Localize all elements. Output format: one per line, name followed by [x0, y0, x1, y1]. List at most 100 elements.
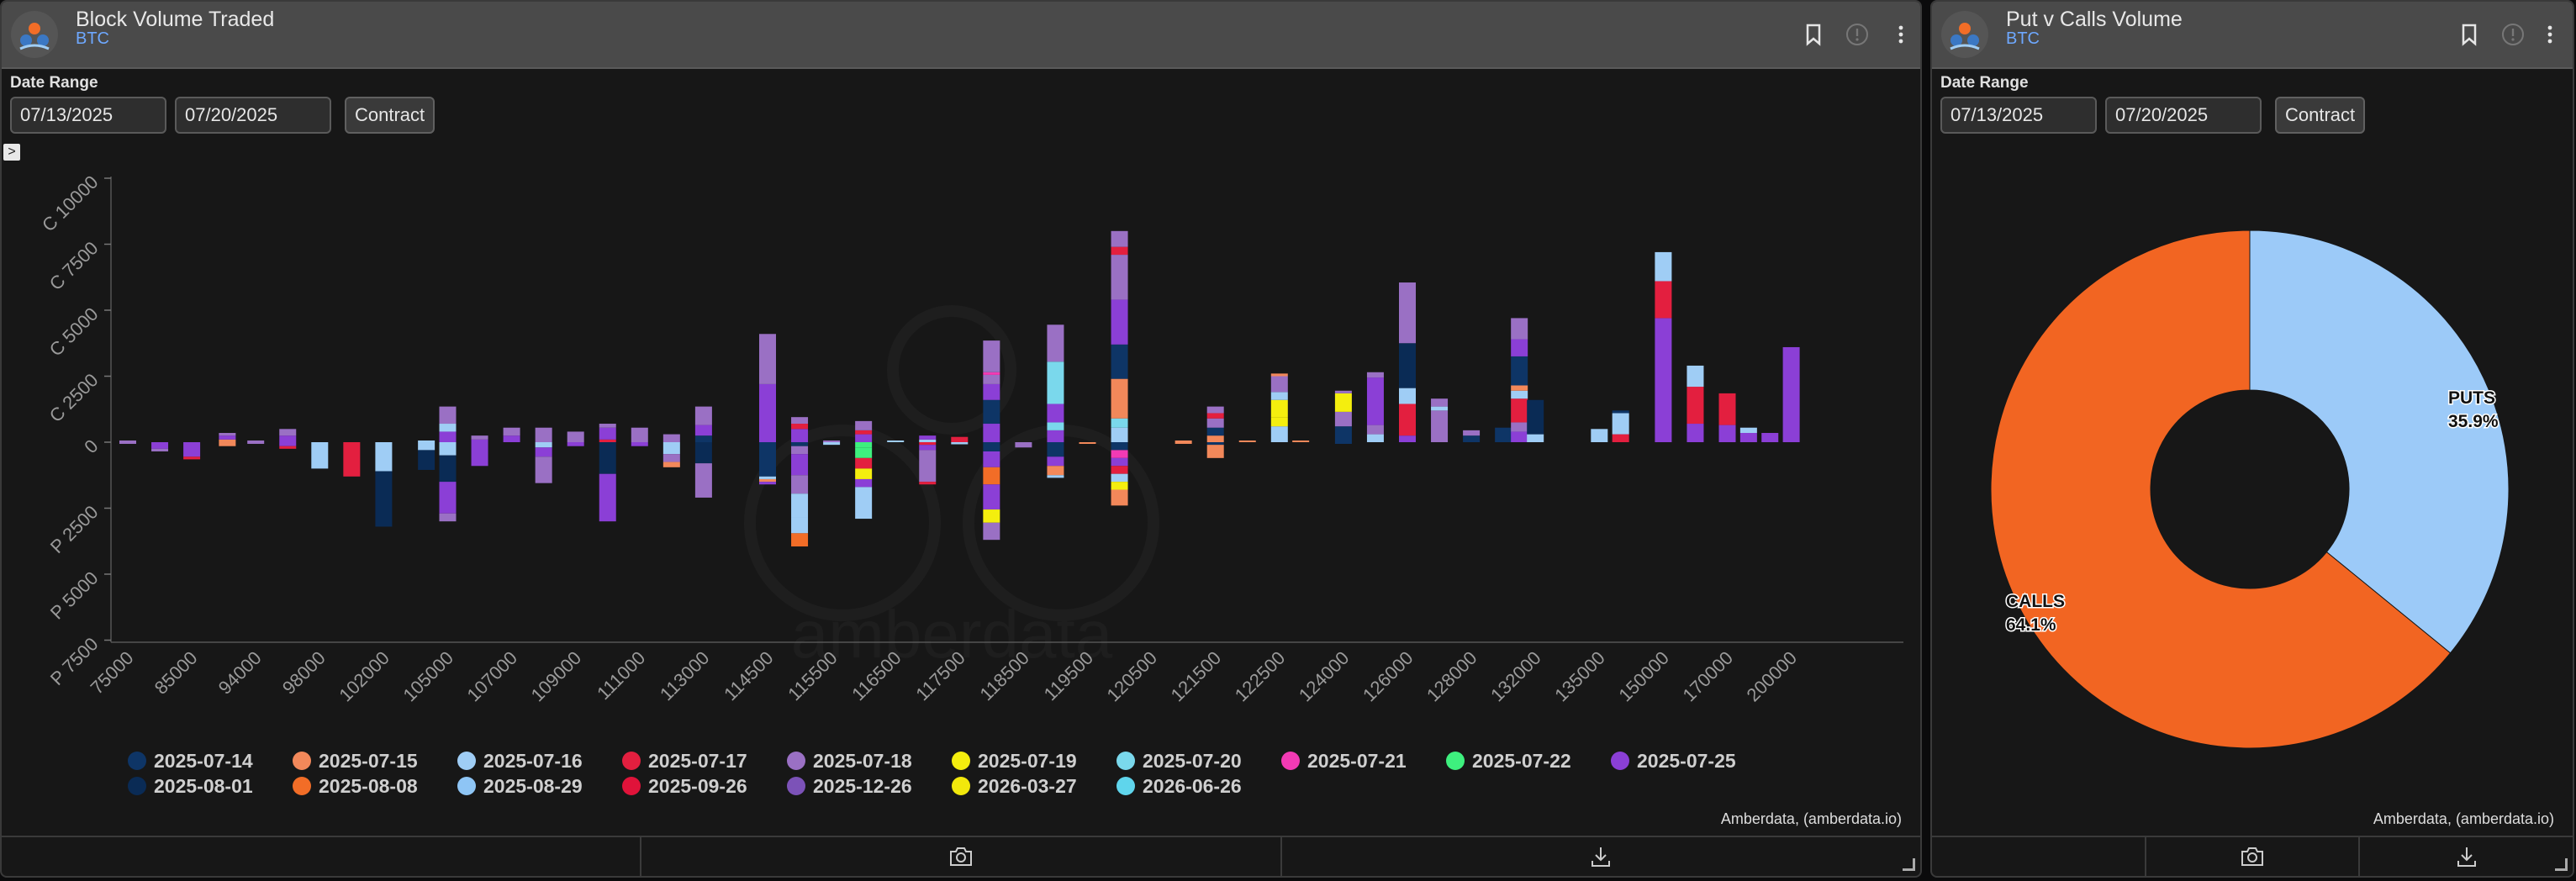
- bar-segment-128000-call-2025-07-18[interactable]: [1463, 430, 1481, 436]
- bar-segment-126000-call-2025-07-18[interactable]: [1399, 282, 1416, 344]
- legend-item-2025-07-14[interactable]: 2025-07-14: [128, 748, 293, 773]
- bar-segment-85000-put-2025-07-17[interactable]: [183, 456, 201, 460]
- bar-segment-119000-call-2025-07-20[interactable]: [1047, 361, 1064, 404]
- bar-segment-118000-call-2025-07-18[interactable]: [983, 374, 1000, 384]
- bar-segment-131000-call-2025-07-18[interactable]: [1511, 318, 1528, 340]
- bar-segment-100000-put-2025-07-17[interactable]: [343, 442, 361, 477]
- bar-segment-121500-put-2025-07-14[interactable]: [1206, 442, 1224, 446]
- bar-segment-118000-call-2025-07-18[interactable]: [983, 340, 1000, 372]
- bar-segment-80000-put-2025-07-18[interactable]: [151, 448, 169, 451]
- bar-segment-115000-put-2025-07-14[interactable]: [791, 442, 809, 446]
- donut-slice-puts[interactable]: [2249, 229, 2510, 654]
- bar-segment-90000-call-2025-07-15[interactable]: [219, 439, 236, 442]
- bar-segment-118000-put-2025-08-08[interactable]: [983, 467, 1000, 485]
- download-button[interactable]: [1282, 837, 1920, 876]
- bar-segment-119000-put-2025-07-14[interactable]: [1047, 442, 1064, 457]
- bar-segment-121500-put-2025-07-15[interactable]: [1206, 445, 1224, 458]
- bar-segment-125000-call-2025-07-18[interactable]: [1366, 372, 1384, 378]
- bar-segment-160000-call-2025-07-17[interactable]: [1687, 387, 1704, 425]
- bar-segment-130000-call-2025-07-14[interactable]: [1495, 427, 1512, 442]
- start-date-input[interactable]: [1940, 97, 2097, 134]
- snapshot-button[interactable]: [2146, 837, 2361, 876]
- bookmark-icon[interactable]: [2457, 22, 2482, 47]
- bar-segment-108000-put-2025-07-16[interactable]: [535, 442, 552, 448]
- bar-segment-121500-call-2025-07-15[interactable]: [1206, 435, 1224, 442]
- bar-segment-127000-call-2025-07-18[interactable]: [1431, 398, 1449, 407]
- bar-segment-116000-put-2025-07-19[interactable]: [855, 468, 873, 479]
- legend-item-2025-12-26[interactable]: 2025-12-26: [787, 773, 952, 799]
- bar-segment-113000-call-2025-07-18[interactable]: [694, 406, 712, 425]
- bar-segment-109000-call-2025-07-18[interactable]: [567, 431, 584, 442]
- bar-segment-118000-call-2025-07-14[interactable]: [983, 399, 1000, 425]
- bar-segment-122500-call-2025-07-15[interactable]: [1270, 373, 1288, 377]
- bar-segment-105000-call-2025-07-25[interactable]: [439, 431, 457, 442]
- bar-segment-114500-call-2025-07-25[interactable]: [759, 383, 776, 442]
- bar-segment-104000-put-2025-07-16[interactable]: [418, 442, 435, 451]
- bar-segment-114500-put-2025-07-25[interactable]: [759, 482, 776, 485]
- bar-segment-115500-put-2025-07-16[interactable]: [823, 442, 841, 446]
- bar-segment-112000-put-2025-07-18[interactable]: [662, 454, 680, 462]
- bar-segment-102000-put-2025-08-01[interactable]: [375, 471, 393, 527]
- bar-segment-118000-call-2025-07-21[interactable]: [983, 372, 1000, 375]
- bar-segment-131000-call-2025-07-17[interactable]: [1511, 398, 1528, 423]
- bar-segment-190000-call-2025-07-25[interactable]: [1761, 433, 1779, 442]
- bar-segment-120000-put-2025-07-17[interactable]: [1111, 466, 1128, 474]
- bar-segment-115000-put-2025-07-18[interactable]: [791, 475, 809, 494]
- resize-handle[interactable]: [2555, 858, 2568, 871]
- bar-segment-121500-call-2025-07-14[interactable]: [1206, 427, 1224, 436]
- bar-segment-121500-call-2025-07-18[interactable]: [1206, 418, 1224, 428]
- bar-segment-116000-put-2025-07-25[interactable]: [855, 478, 873, 488]
- bar-segment-105000-call-2025-07-16[interactable]: [439, 424, 457, 432]
- bar-segment-116000-call-2025-07-17[interactable]: [855, 430, 873, 435]
- bar-segment-124000-call-2025-07-19[interactable]: [1334, 393, 1352, 412]
- bar-segment-105000-put-2025-07-16[interactable]: [439, 442, 457, 456]
- bar-segment-107000-call-2025-07-25[interactable]: [503, 435, 520, 442]
- snapshot-button[interactable]: [641, 837, 1282, 876]
- bar-segment-105000-put-2025-07-18[interactable]: [439, 513, 457, 522]
- bar-segment-111000-put-2025-07-25[interactable]: [631, 442, 648, 446]
- bar-segment-90000-put-2025-07-15[interactable]: [219, 442, 236, 446]
- bar-segment-119000-put-2025-07-15[interactable]: [1047, 466, 1064, 476]
- bar-segment-124000-call-2025-07-14[interactable]: [1334, 426, 1352, 442]
- contract-button[interactable]: Contract: [345, 97, 435, 134]
- bar-segment-180000-call-2025-07-25[interactable]: [1739, 433, 1757, 442]
- bar-segment-112000-call-2025-07-18[interactable]: [662, 434, 680, 442]
- resize-handle[interactable]: [1903, 858, 1915, 871]
- bar-segment-104000-call-2025-07-16[interactable]: [418, 440, 435, 442]
- more-vert-icon[interactable]: [1888, 22, 1914, 47]
- bar-segment-119000-put-2025-07-16[interactable]: [1047, 475, 1064, 478]
- bar-segment-121000-put-2025-07-15[interactable]: [1175, 442, 1192, 444]
- bar-segment-115000-call-2025-07-18[interactable]: [791, 417, 809, 425]
- bar-segment-116000-put-2025-07-22[interactable]: [855, 442, 873, 448]
- bar-segment-118000-put-2025-07-25[interactable]: [983, 484, 1000, 510]
- bar-segment-119000-call-2025-07-25[interactable]: [1047, 404, 1064, 423]
- bar-segment-118000-put-2025-07-18[interactable]: [983, 522, 1000, 541]
- bar-segment-119000-put-2025-07-25[interactable]: [1047, 456, 1064, 467]
- bar-segment-180000-call-2025-07-16[interactable]: [1739, 427, 1757, 434]
- bar-segment-109000-put-2025-07-25[interactable]: [567, 442, 584, 446]
- start-date-input[interactable]: [10, 97, 166, 134]
- bar-segment-106000-call-2025-07-25[interactable]: [471, 439, 488, 442]
- legend-item-2025-07-22[interactable]: 2025-07-22: [1446, 748, 1611, 773]
- bar-segment-110000-put-2025-07-25[interactable]: [599, 473, 616, 522]
- bar-segment-121000-call-2025-07-15[interactable]: [1175, 440, 1192, 442]
- bar-segment-102000-put-2025-07-16[interactable]: [375, 442, 393, 472]
- legend-item-2025-07-17[interactable]: 2025-07-17: [622, 748, 787, 773]
- bar-segment-140000-call-2025-07-16[interactable]: [1612, 413, 1629, 435]
- legend-item-2025-08-29[interactable]: 2025-08-29: [457, 773, 622, 799]
- legend-item-2026-06-26[interactable]: 2026-06-26: [1116, 773, 1281, 799]
- bar-segment-104000-put-2025-08-01[interactable]: [418, 450, 435, 470]
- bar-segment-119000-call-2025-07-25[interactable]: [1047, 430, 1064, 442]
- bar-segment-118000-put-2025-07-19[interactable]: [983, 509, 1000, 523]
- bar-segment-122500-call-2025-07-16[interactable]: [1270, 426, 1288, 442]
- bar-segment-131000-call-2025-07-16[interactable]: [1511, 390, 1528, 399]
- bar-segment-127000-call-2025-07-18[interactable]: [1431, 410, 1449, 442]
- bar-segment-114500-put-2025-07-14[interactable]: [759, 442, 776, 477]
- bar-segment-75000-call-2025-07-18[interactable]: [119, 440, 136, 442]
- bar-segment-140000-call-2025-07-17[interactable]: [1612, 434, 1629, 442]
- bar-segment-80000-put-2025-07-25[interactable]: [151, 442, 169, 449]
- bar-segment-125000-call-2025-07-18[interactable]: [1366, 425, 1384, 435]
- bar-segment-121500-call-2025-07-17[interactable]: [1206, 413, 1224, 419]
- bar-segment-123000-call-2025-07-15[interactable]: [1292, 440, 1310, 442]
- bar-segment-119500-put-2025-07-15[interactable]: [1079, 442, 1096, 444]
